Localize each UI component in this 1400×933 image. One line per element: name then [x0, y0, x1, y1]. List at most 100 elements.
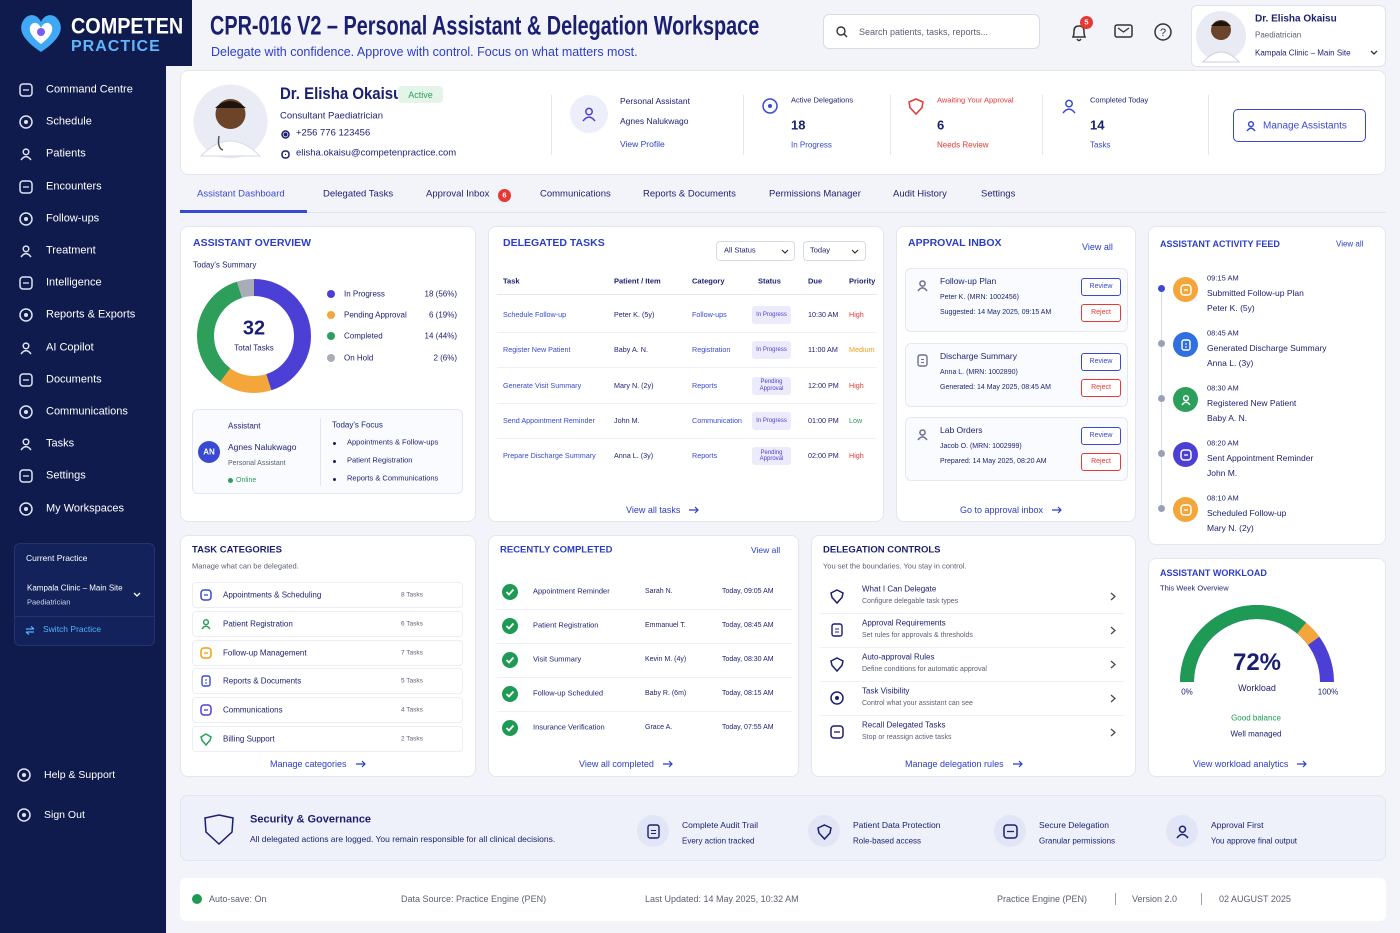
link[interactable]: View workload analytics [1193, 758, 1289, 769]
nav-item[interactable]: Tasks [46, 437, 75, 450]
nav-item[interactable]: Treatment [46, 244, 96, 257]
gauge-value: 72% [1232, 649, 1282, 677]
recent-task: Patient Registration [533, 620, 599, 630]
tab[interactable]: Approval Inbox [426, 188, 490, 200]
review-button[interactable] [1081, 427, 1121, 445]
status-text: In Progress [756, 311, 787, 318]
approval-time: Suggested: 14 May 2025, 09:15 AM [940, 308, 1052, 316]
link[interactable]: Manage delegation rules [905, 758, 1004, 769]
category-row[interactable] [192, 697, 463, 724]
feed-action: Registered New Patient [1207, 398, 1297, 409]
doctor-avatar [193, 84, 268, 159]
gauge-fill [1180, 605, 1307, 683]
tab[interactable]: Reports & Documents [643, 188, 736, 200]
view-profile-link[interactable]: View Profile [620, 139, 665, 150]
card [488, 535, 799, 777]
category-row[interactable] [192, 668, 463, 695]
nav-item[interactable]: Settings [46, 470, 86, 483]
feature-desc: Granular permissions [1039, 836, 1116, 846]
reject-button[interactable] [1081, 304, 1121, 322]
nav-bottom-item[interactable]: Help & Support [44, 768, 116, 781]
gauge-max: 100% [1317, 687, 1339, 697]
control-title: What I Can Delegate [862, 584, 937, 594]
link[interactable]: Go to approval inbox [960, 504, 1044, 515]
category-row[interactable] [192, 639, 463, 666]
feed-subject: Mary N. (2y) [1207, 523, 1254, 534]
icon [204, 814, 234, 846]
task-patient: Mary N. (2y) [614, 380, 654, 390]
tab[interactable]: Permissions Manager [769, 188, 861, 200]
feature-desc: Every action tracked [682, 836, 755, 846]
nav-item[interactable]: Encounters [46, 180, 102, 193]
nav-item[interactable]: AI Copilot [46, 341, 94, 354]
nav-item[interactable]: Documents [46, 373, 102, 386]
link[interactable]: View all [1082, 241, 1113, 252]
nav-item[interactable]: Follow-ups [46, 212, 100, 225]
search-box[interactable] [823, 14, 1040, 49]
recent-time: Today, 08:45 AM [722, 621, 774, 629]
divider [820, 647, 1125, 648]
category-name: Communications [223, 705, 283, 715]
category-row[interactable] [192, 726, 463, 752]
review-button[interactable] [1081, 353, 1121, 371]
tab[interactable]: Communications [540, 188, 611, 200]
card [811, 535, 1136, 777]
icon [19, 405, 33, 419]
nav-item[interactable]: Command Centre [46, 83, 133, 96]
stat-label: Active Delegations [791, 95, 854, 105]
nav-item[interactable]: Communications [46, 405, 128, 418]
nav-bottom-item[interactable]: Sign Out [44, 808, 85, 821]
task-category: Communication [692, 415, 742, 425]
link[interactable]: View all tasks [626, 504, 681, 515]
stat-value: 14 [1090, 117, 1105, 133]
nav-item[interactable]: Patients [46, 148, 86, 161]
status-badge: In Progress [752, 411, 791, 430]
icon [19, 469, 33, 484]
divider [497, 711, 792, 712]
column-header: Due [808, 276, 823, 286]
filter-label: All Status [724, 245, 756, 255]
category-row[interactable] [192, 582, 463, 608]
reject-button[interactable] [1081, 379, 1121, 397]
icon [19, 308, 33, 323]
tab[interactable]: Audit History [893, 188, 947, 200]
divider [551, 95, 552, 155]
range-filter[interactable] [803, 241, 866, 261]
stat-value: 18 [791, 117, 806, 133]
nav-item[interactable]: Reports & Exports [46, 309, 136, 322]
user-name: Dr. Elisha Okaisu [1255, 13, 1337, 25]
workload-status: Good balance [1231, 713, 1281, 723]
legend-dot [327, 353, 335, 362]
tab-badge [498, 189, 511, 202]
recent-patient: Baby R. (6m) [645, 689, 687, 697]
switch-practice[interactable]: Switch Practice [43, 624, 102, 635]
recent-time: Today, 07:55 AM [722, 723, 774, 731]
icon [19, 373, 33, 387]
review-button[interactable] [1081, 278, 1121, 296]
tab[interactable]: Settings [981, 188, 1016, 200]
status-filter[interactable] [716, 241, 795, 261]
link[interactable]: View all [751, 545, 781, 556]
initials-avatar [198, 441, 220, 463]
icon [19, 276, 33, 290]
nav-item[interactable]: My Workspaces [46, 502, 125, 515]
manage-assistants-button[interactable] [1233, 109, 1366, 142]
nav-item[interactable]: Intelligence [46, 276, 102, 289]
security-strip [180, 795, 1386, 861]
link[interactable]: Manage categories [270, 758, 347, 769]
category-row[interactable] [192, 610, 463, 637]
nav-item[interactable]: Schedule [46, 115, 92, 128]
tab[interactable]: Delegated Tasks [323, 188, 394, 200]
tab[interactable]: Assistant Dashboard [197, 188, 285, 200]
footer-source: Data Source: Practice Engine (PEN) [401, 893, 547, 904]
link[interactable]: View all completed [579, 758, 654, 769]
status-badge: Pending Approval [752, 376, 791, 395]
donut-total-label: Total Tasks [234, 343, 274, 353]
task-category: Follow-ups [692, 309, 727, 319]
chevron [851, 249, 859, 254]
reject-button[interactable] [1081, 453, 1121, 471]
link[interactable]: View all [1336, 239, 1364, 249]
divider [497, 332, 877, 333]
recent-task: Visit Summary [533, 654, 582, 664]
